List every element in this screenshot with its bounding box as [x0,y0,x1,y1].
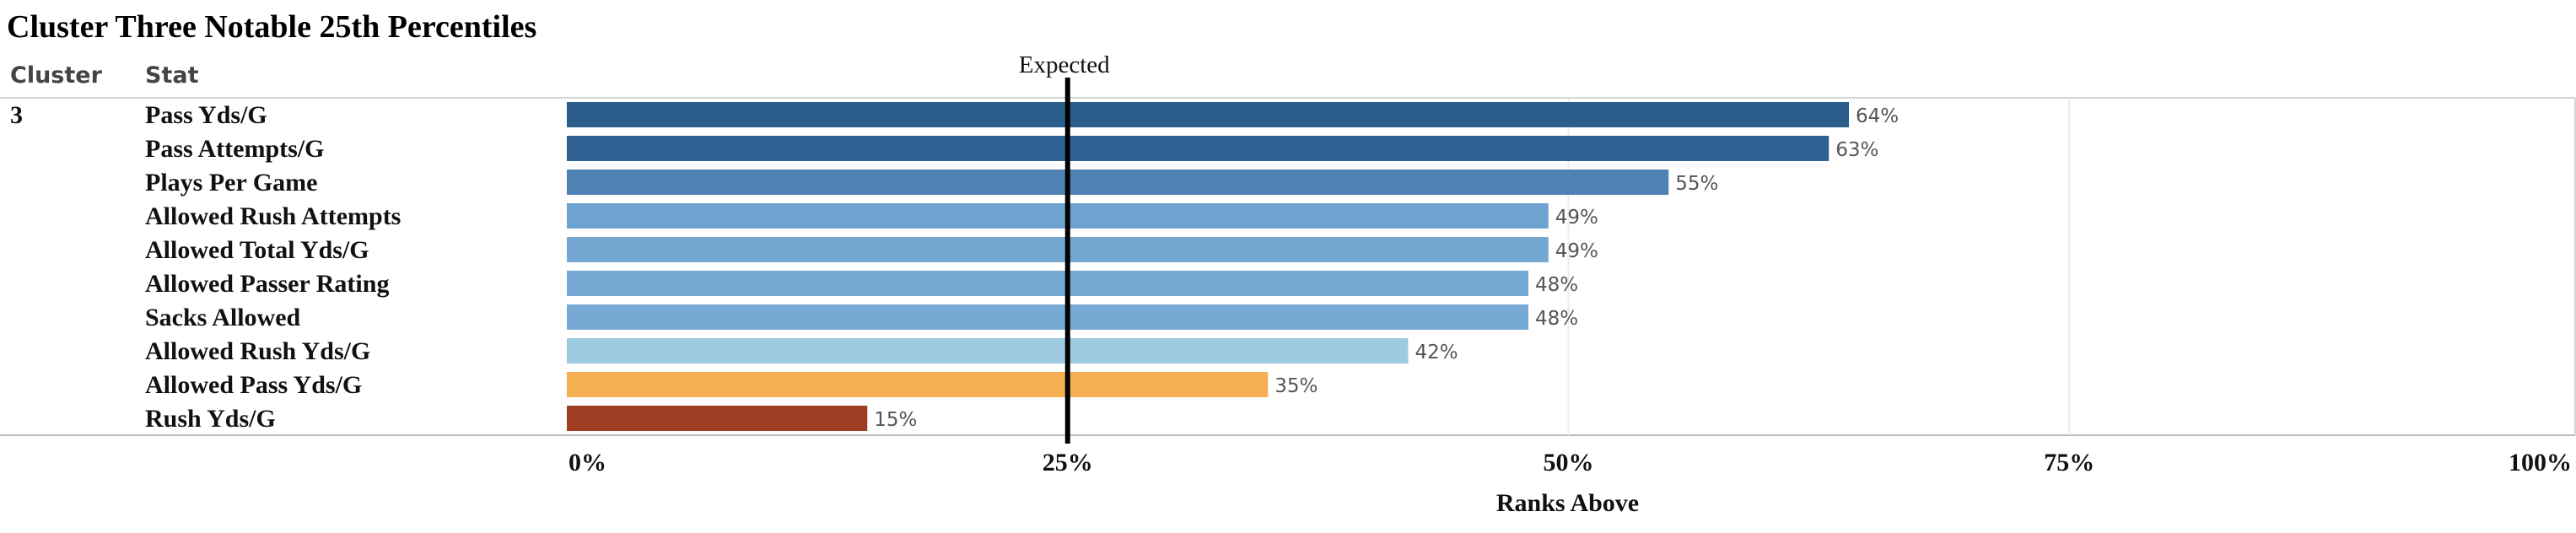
x-tick-label: 0% [569,449,606,476]
category-label: Allowed Pass Yds/G [145,371,362,399]
bar [567,203,1549,229]
category-label: Allowed Total Yds/G [145,236,369,264]
data-label: 15% [874,409,917,431]
x-tick-label: 100% [2509,449,2572,476]
data-label: 49% [1555,207,1598,229]
column-header-cluster: Cluster [10,62,102,89]
data-label: 64% [1856,105,1899,127]
bar [567,271,1528,296]
x-tick-label: 75% [2044,449,2094,476]
category-label: Sacks Allowed [145,304,301,331]
bar [567,304,1528,330]
data-label: 55% [1675,173,1718,195]
category-label: Rush Yds/G [145,405,276,433]
bar [567,372,1269,397]
category-label: Allowed Passer Rating [145,270,389,298]
data-label: 48% [1535,308,1578,330]
x-tick-label: 50% [1544,449,1594,476]
bar [567,406,868,431]
category-label: Pass Yds/G [145,101,267,129]
bar [567,237,1549,262]
data-label: 42% [1415,342,1458,363]
category-label: Plays Per Game [145,169,317,197]
column-header-stat: Stat [145,62,199,89]
bar [567,136,1830,161]
data-label: 63% [1835,139,1878,161]
reference-line-label: Expected [1019,51,1110,78]
category-label: Allowed Rush Yds/G [145,337,370,365]
x-tick-label: 25% [1043,449,1093,476]
bar [567,338,1409,363]
cluster-value: 3 [10,101,23,129]
category-label: Pass Attempts/G [145,135,325,163]
bar [567,102,1849,127]
data-label: 49% [1555,240,1598,262]
x-axis-title: Ranks Above [1496,489,1639,517]
category-label: Allowed Rush Attempts [145,202,401,230]
data-label: 35% [1275,375,1318,397]
chart-title: Cluster Three Notable 25th Percentiles [7,9,537,45]
bar [567,170,1669,195]
data-label: 48% [1535,274,1578,296]
